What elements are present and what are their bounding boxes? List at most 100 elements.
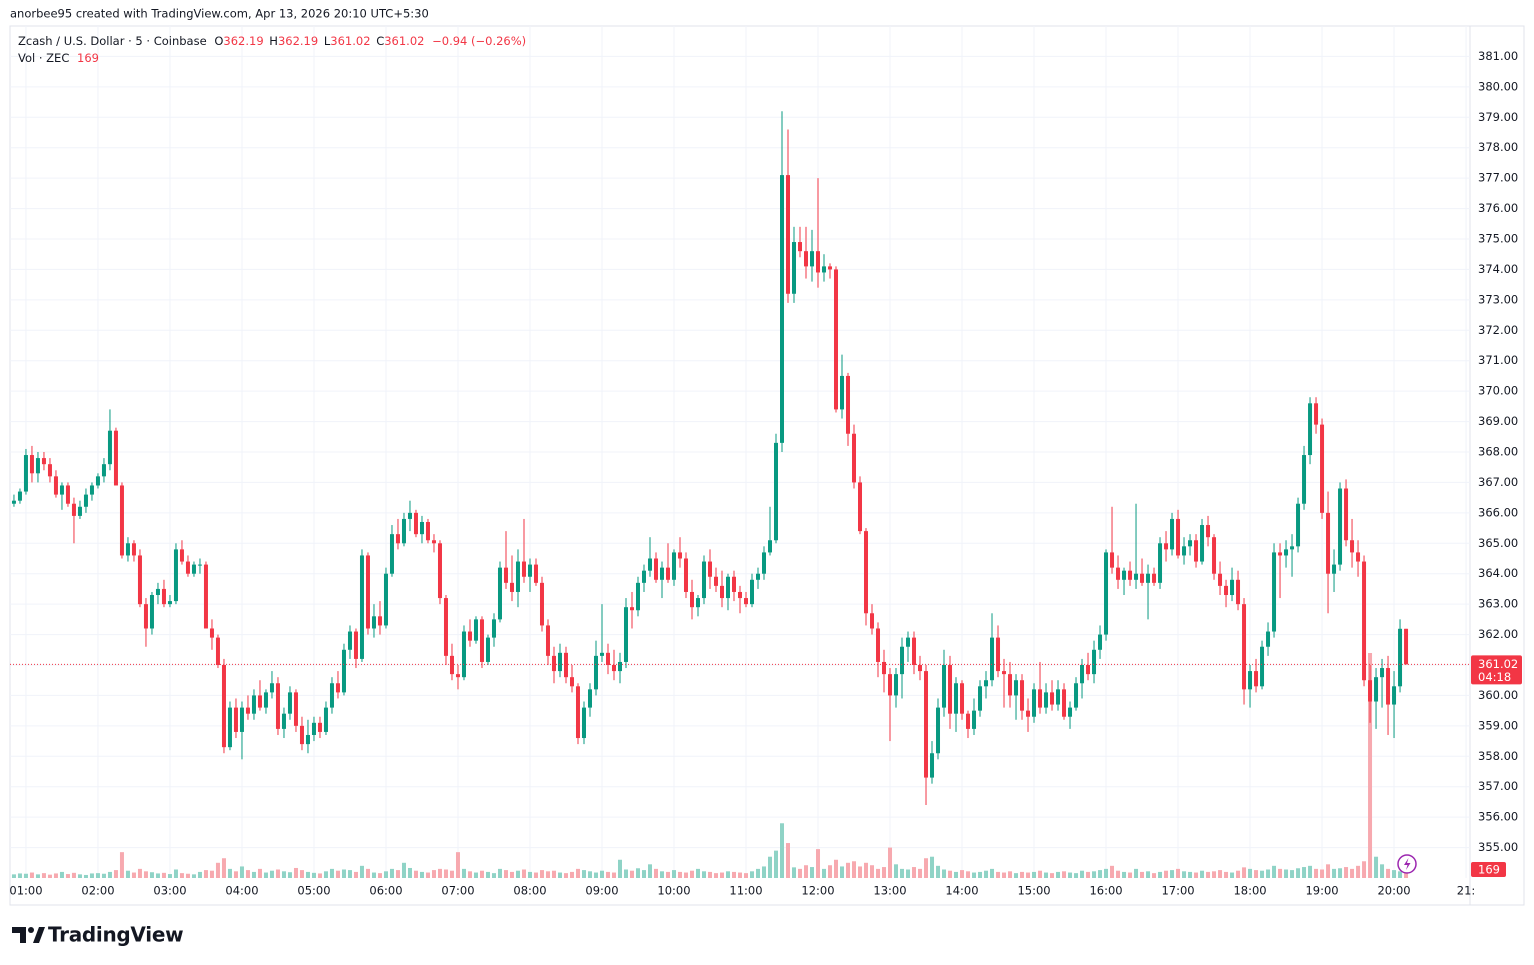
ohlc-key: O <box>214 34 223 48</box>
candle-body <box>978 686 983 711</box>
volume-bar <box>101 873 106 878</box>
candle-body <box>299 725 304 745</box>
candle-body <box>413 512 418 535</box>
volume-bar <box>545 871 550 878</box>
candle-body <box>11 500 16 504</box>
candle-body <box>443 598 448 656</box>
volume-bar <box>431 870 436 878</box>
candle-body <box>1230 579 1235 596</box>
volume-bar <box>1332 868 1337 878</box>
candle-body <box>1362 561 1367 681</box>
alert-bolt[interactable] <box>1404 858 1411 870</box>
candle-body <box>131 543 136 556</box>
volume-bar <box>1134 868 1139 878</box>
volume-bar <box>1338 868 1343 878</box>
candle-body <box>179 549 184 562</box>
volume-bar <box>1068 872 1073 878</box>
volume-bar <box>1296 868 1301 878</box>
volume-bar <box>738 872 742 878</box>
volume-bar <box>467 871 472 878</box>
volume-badge-value: 169 <box>1478 863 1500 877</box>
volume-bar <box>942 869 947 878</box>
candle-body <box>455 674 460 678</box>
x-tick-label: 05:00 <box>297 884 330 898</box>
volume-bar <box>978 871 983 878</box>
candle-body <box>966 713 971 729</box>
candle-body <box>665 567 670 580</box>
volume-bar <box>521 869 526 878</box>
volume-bar <box>317 873 322 878</box>
volume-bar <box>17 873 22 878</box>
volume-bar <box>1026 872 1031 878</box>
candle-body <box>1386 668 1391 705</box>
volume-bar <box>1212 871 1217 878</box>
candle-body <box>810 251 815 267</box>
volume-bar <box>83 874 88 878</box>
volume-bar <box>1200 870 1205 878</box>
volume-bar <box>245 870 250 878</box>
volume-bar <box>816 849 821 878</box>
volume-bar <box>617 859 622 878</box>
volume-bar <box>359 865 364 878</box>
volume-bar <box>1242 867 1247 878</box>
volume-bar <box>1254 870 1259 878</box>
volume-bar <box>828 865 833 878</box>
volume-bar <box>437 868 442 878</box>
candle-body <box>1296 503 1301 547</box>
volume-bar <box>1320 869 1325 878</box>
candle-body <box>491 619 496 638</box>
legend-line: Zcash / U.S. Dollar · 5 · Coinbase O362.… <box>18 34 526 48</box>
candle-body <box>1086 665 1091 675</box>
volume-bar <box>35 874 40 878</box>
candle-body <box>1200 525 1205 562</box>
candle-body <box>1164 543 1169 550</box>
volume-bar <box>1368 653 1373 878</box>
candle-body <box>575 686 580 739</box>
volume-bar <box>215 862 220 878</box>
volume-bar <box>1272 865 1277 878</box>
volume-bar <box>798 868 803 878</box>
candle-body <box>17 491 22 501</box>
candle-body <box>551 655 556 672</box>
candle-body <box>870 613 875 629</box>
y-tick-label: 365.00 <box>1478 536 1518 550</box>
candle-body <box>1290 546 1295 550</box>
candle-body <box>731 576 736 592</box>
candle-body <box>377 616 382 626</box>
volume-bar <box>756 868 761 878</box>
volume-bar <box>155 873 160 878</box>
candle-body <box>323 707 328 732</box>
y-tick-label: 374.00 <box>1478 262 1518 276</box>
volume-bar <box>822 868 827 878</box>
candle-body <box>383 573 388 626</box>
candle-body <box>449 655 454 675</box>
candle-body <box>515 561 520 592</box>
candle-body <box>191 564 196 574</box>
candle-body <box>852 433 857 483</box>
volume-legend: Vol · ZEC 169 <box>18 51 99 65</box>
volume-bar <box>11 874 16 878</box>
volume-bar <box>1362 861 1367 878</box>
volume-bar <box>864 862 869 878</box>
candle-body <box>419 521 424 535</box>
volume-bar <box>713 873 718 878</box>
candle-body <box>185 561 190 574</box>
volume-bar <box>1278 868 1283 878</box>
y-tick-label: 363.00 <box>1478 597 1518 611</box>
ohlc-key: L <box>324 34 331 48</box>
volume-bar <box>834 859 839 878</box>
volume-bar <box>167 874 172 878</box>
volume-bar <box>173 869 178 878</box>
candle-body <box>1104 552 1109 635</box>
volume-bar <box>161 872 166 878</box>
candle-body <box>1032 689 1037 717</box>
candle-body <box>509 582 514 592</box>
candle-body <box>65 485 70 504</box>
candle-body <box>1026 710 1031 717</box>
alert-icon[interactable] <box>1397 854 1417 874</box>
candle-body <box>1170 518 1175 550</box>
candle-body <box>341 649 346 693</box>
volume-bar <box>810 867 815 878</box>
volume-bar <box>473 872 478 878</box>
